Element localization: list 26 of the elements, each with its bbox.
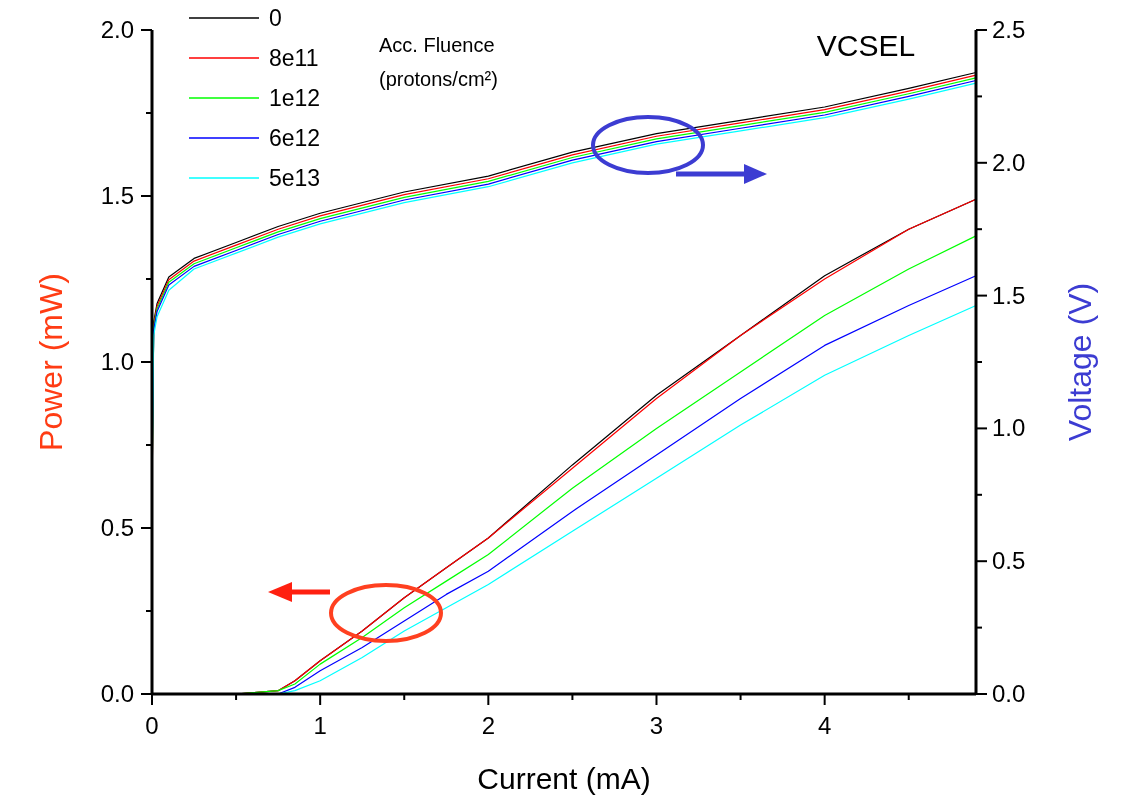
legend-label: 8e11: [269, 45, 319, 71]
x-tick-label: 3: [649, 712, 664, 739]
y2-tick-label: 0.5: [992, 547, 1026, 575]
y-tick-label: 1.5: [100, 182, 134, 209]
y2-tick-label: 2.5: [992, 16, 1026, 43]
legend-title: Acc. Fluence (protons/cm²): [379, 34, 498, 90]
y-axis-title: Power (mW): [33, 273, 69, 451]
legend-label: 0: [269, 5, 282, 31]
y-tick-label: 2.0: [100, 16, 134, 43]
y2-tick-label: 2.0: [992, 148, 1026, 176]
chart-title: VCSEL: [816, 29, 916, 62]
x-axis-title: Current (mA): [477, 762, 651, 795]
y2-tick-label: 1.5: [992, 281, 1026, 309]
legend-label: 5e13: [269, 165, 321, 191]
y-tick-label: 0.0: [100, 680, 134, 707]
y2-tick-label: 1.0: [992, 414, 1026, 442]
x-tick-label: 1: [313, 712, 327, 739]
x-tick-label: 0: [145, 712, 159, 739]
y2-tick-label: 0.0: [992, 680, 1026, 707]
x-tick-label: 2: [481, 712, 496, 739]
legend-label: 1e12: [269, 85, 321, 111]
y-tick-label: 0.5: [100, 514, 134, 541]
y-tick-label: 1.0: [100, 348, 134, 375]
legend-label: 6e12: [269, 125, 321, 151]
x-tick-label: 4: [817, 712, 832, 739]
y2-axis-title: Voltage (V): [1062, 282, 1098, 442]
